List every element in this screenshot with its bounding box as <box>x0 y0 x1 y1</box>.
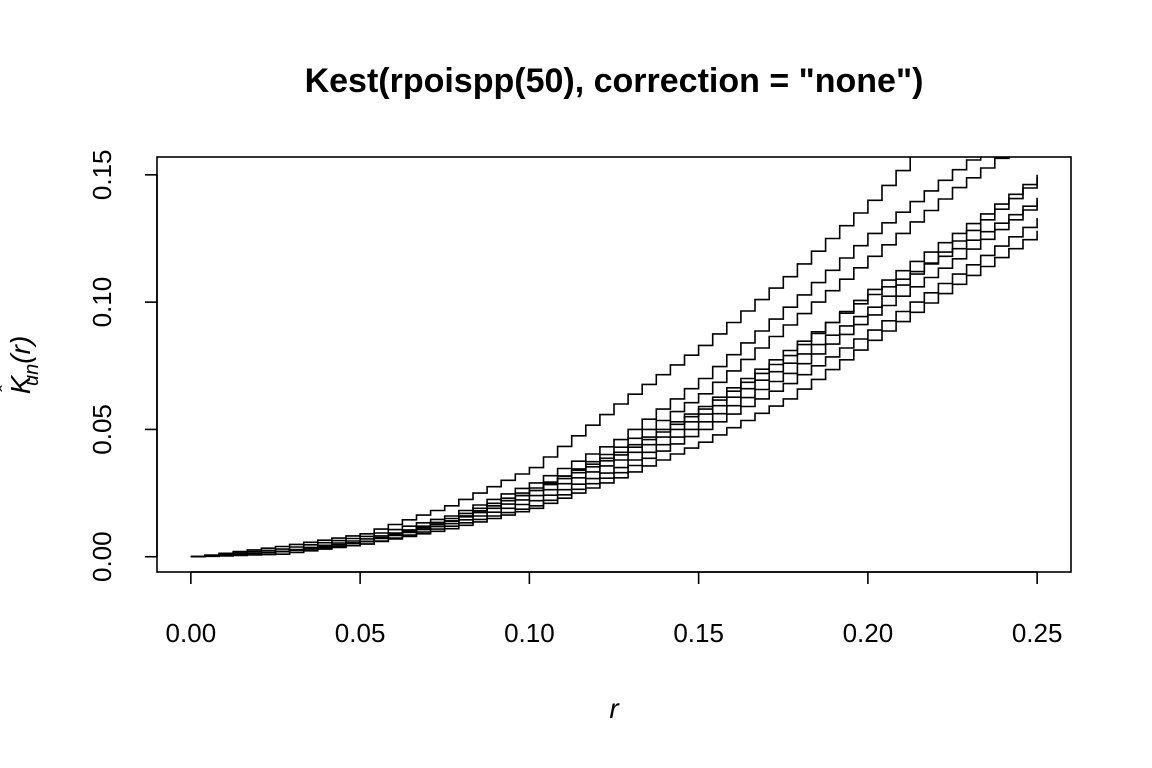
y-tick-label: 0.10 <box>87 277 117 328</box>
y-axis-label: Kˆun(r) <box>0 336 43 395</box>
x-tick-label: 0.25 <box>1012 618 1063 648</box>
series-line-3 <box>190 157 1010 558</box>
series-line-8 <box>190 218 1038 558</box>
series-line-7 <box>190 200 1038 558</box>
x-tick-label: 0.00 <box>166 618 217 648</box>
y-axis-label-sub: un <box>21 364 43 386</box>
series-line-6 <box>190 197 1038 558</box>
plot-area-frame <box>156 156 1072 573</box>
x-tick-label: 0.05 <box>335 618 386 648</box>
x-tick-label: 0.15 <box>673 618 724 648</box>
x-axis-label: r <box>609 693 620 724</box>
x-axis: 0.00 0.05 0.10 0.15 0.20 0.25 <box>166 571 1063 648</box>
series-line-9 <box>190 230 1038 558</box>
x-tick-label: 0.20 <box>843 618 894 648</box>
series-line-1 <box>190 157 911 558</box>
series-line-2 <box>190 157 982 558</box>
y-tick-label: 0.00 <box>87 531 117 582</box>
y-axis-label-arg: (r) <box>5 336 36 364</box>
series-line-5 <box>190 177 1038 558</box>
x-tick-label: 0.10 <box>504 618 555 648</box>
y-axis-label-hat: ˆ <box>0 385 19 393</box>
y-tick-label: 0.15 <box>87 150 117 201</box>
y-tick-label: 0.05 <box>87 404 117 455</box>
series-group <box>190 157 1038 558</box>
y-axis-label-main: K <box>5 374 36 394</box>
chart-title: Kest(rpoispp(50), correction = "none") <box>305 62 924 100</box>
y-axis: 0.00 0.05 0.10 0.15 <box>87 150 158 582</box>
